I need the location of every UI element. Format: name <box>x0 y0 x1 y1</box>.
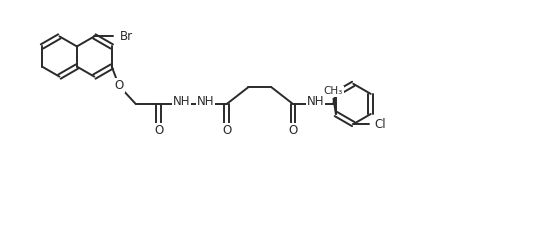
Text: O: O <box>154 124 163 137</box>
Text: NH: NH <box>306 94 324 108</box>
Text: NH: NH <box>173 94 190 108</box>
Text: O: O <box>288 124 297 137</box>
Text: O: O <box>114 79 124 92</box>
Text: Br: Br <box>120 30 133 43</box>
Text: Cl: Cl <box>375 118 386 131</box>
Text: NH: NH <box>197 94 214 108</box>
Text: O: O <box>222 124 231 137</box>
Text: CH₃: CH₃ <box>324 86 343 96</box>
